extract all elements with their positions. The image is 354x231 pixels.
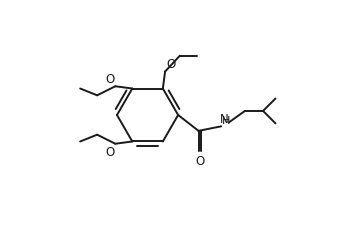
Text: N: N [220,112,229,125]
Text: O: O [166,58,176,71]
Text: O: O [105,73,114,86]
Text: O: O [105,145,114,158]
Text: H: H [222,115,230,125]
Text: O: O [195,154,204,167]
